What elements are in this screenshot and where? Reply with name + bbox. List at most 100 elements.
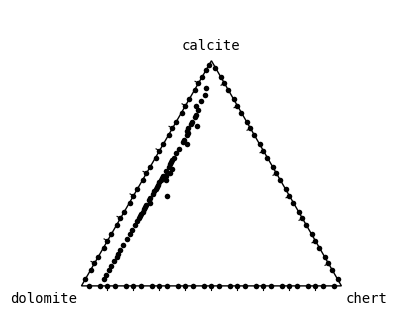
Point	[108, 263, 114, 268]
Point	[238, 110, 244, 115]
Point	[95, 254, 102, 259]
Point	[277, 178, 284, 183]
Point	[163, 178, 169, 183]
Point	[178, 110, 185, 115]
Point	[138, 211, 144, 216]
Point	[221, 81, 228, 86]
Point	[165, 164, 172, 169]
Point	[91, 261, 98, 266]
Point	[189, 119, 195, 124]
Point	[154, 184, 160, 189]
Point	[316, 245, 322, 250]
Point	[247, 126, 254, 131]
Point	[117, 247, 124, 252]
Point	[203, 85, 210, 90]
Point	[147, 195, 154, 201]
Point	[121, 209, 128, 214]
Point	[191, 87, 198, 93]
Point	[163, 168, 169, 174]
Point	[295, 209, 302, 214]
Point	[195, 81, 202, 86]
Point	[260, 148, 267, 153]
Point	[308, 231, 315, 237]
Point	[137, 214, 143, 219]
Point	[194, 123, 200, 129]
Point	[312, 238, 319, 244]
Point	[251, 132, 258, 138]
Point	[278, 283, 285, 288]
Point	[193, 112, 199, 117]
Point	[173, 150, 180, 156]
Point	[185, 126, 191, 131]
Point	[130, 193, 137, 198]
Point	[334, 277, 341, 282]
Point	[164, 193, 170, 198]
Text: dolomite: dolomite	[10, 292, 78, 306]
Point	[124, 236, 130, 241]
Point	[126, 200, 133, 205]
Point	[139, 209, 146, 214]
Point	[234, 103, 241, 109]
Point	[100, 245, 107, 250]
Point	[87, 268, 94, 273]
Point	[206, 63, 212, 68]
Point	[321, 254, 328, 259]
Point	[230, 96, 237, 102]
Point	[156, 148, 163, 153]
Point	[199, 74, 206, 79]
Point	[104, 283, 111, 288]
Point	[170, 155, 177, 160]
Point	[147, 164, 154, 169]
Point	[167, 162, 173, 167]
Point	[273, 171, 280, 176]
Point	[112, 283, 118, 288]
Point	[217, 74, 224, 79]
Point	[243, 119, 250, 124]
Point	[96, 283, 103, 288]
Point	[303, 222, 310, 228]
Point	[185, 130, 191, 135]
Point	[165, 132, 172, 138]
Point	[294, 283, 300, 288]
Point	[234, 283, 241, 288]
Point	[129, 227, 135, 232]
Point	[104, 238, 111, 244]
Point	[195, 108, 202, 113]
Point	[139, 178, 146, 183]
Point	[264, 155, 270, 160]
Point	[169, 166, 176, 172]
Point	[150, 191, 156, 196]
Point	[269, 164, 276, 169]
Point	[200, 283, 207, 288]
Point	[160, 142, 166, 147]
Point	[256, 142, 263, 147]
Point	[330, 283, 337, 288]
Point	[122, 283, 129, 288]
Point	[163, 173, 169, 178]
Text: calcite: calcite	[182, 39, 241, 53]
Point	[186, 96, 192, 102]
Point	[113, 222, 120, 228]
Point	[132, 222, 138, 228]
Point	[208, 283, 215, 288]
Point	[106, 268, 112, 273]
Point	[167, 171, 173, 176]
Point	[252, 283, 259, 288]
Point	[143, 202, 150, 208]
Point	[152, 155, 159, 160]
Point	[138, 283, 144, 288]
Point	[188, 121, 194, 126]
Point	[290, 200, 296, 205]
Point	[198, 99, 204, 104]
Point	[203, 67, 210, 72]
Point	[325, 261, 332, 266]
Point	[184, 132, 190, 138]
Point	[115, 252, 121, 257]
Point	[160, 173, 166, 178]
Point	[299, 216, 306, 221]
Point	[286, 283, 293, 288]
Point	[242, 283, 248, 288]
Point	[184, 142, 190, 147]
Point	[86, 283, 92, 288]
Point	[286, 193, 293, 198]
